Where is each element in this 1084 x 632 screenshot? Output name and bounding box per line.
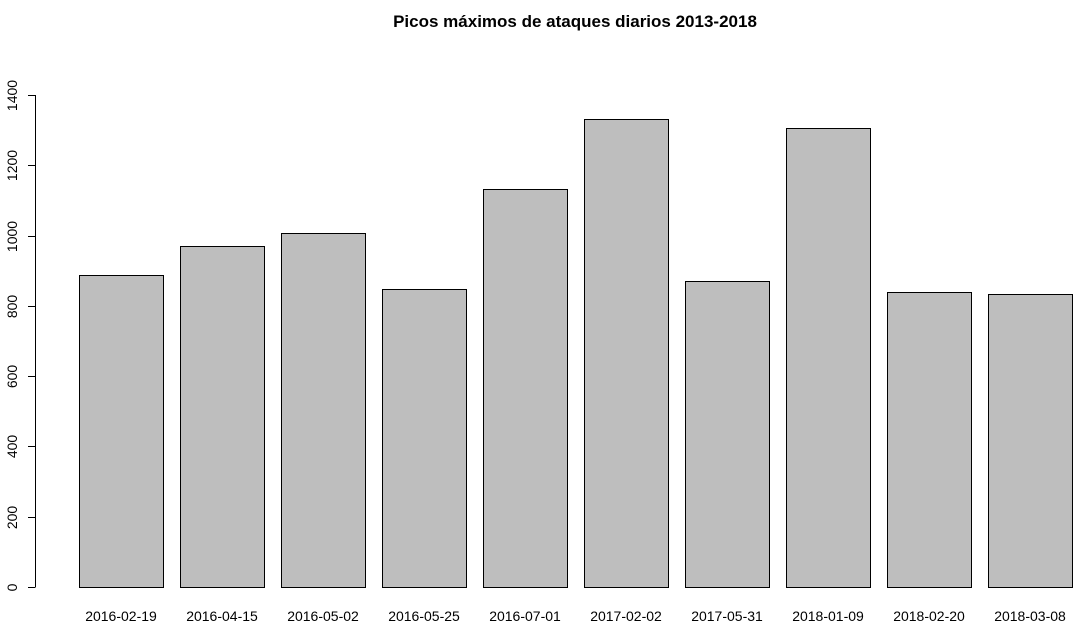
bars-group	[79, 119, 1073, 588]
x-tick-label: 2016-04-15	[186, 608, 258, 624]
x-tick-label: 2017-05-31	[691, 608, 763, 624]
bar-2016-07-01	[483, 189, 568, 588]
y-axis: 0 200 400 600 800 1000 1200 1400	[4, 80, 36, 591]
bar-2017-02-02	[584, 119, 669, 588]
x-tick-label: 2016-07-01	[489, 608, 561, 624]
bar-2018-02-20	[887, 292, 972, 588]
y-tick-label: 200	[4, 506, 20, 530]
y-tick-label: 1400	[4, 80, 20, 111]
bar-2016-04-15	[180, 246, 265, 588]
bar-2016-05-02	[281, 233, 366, 588]
y-tick-label: 1000	[4, 221, 20, 252]
x-axis-labels: 2016-02-19 2016-04-15 2016-05-02 2016-05-25…	[85, 608, 1066, 624]
x-tick-label: 2018-02-20	[893, 608, 965, 624]
x-tick-label: 2017-02-02	[590, 608, 662, 624]
bar-2018-01-09	[786, 128, 871, 588]
y-tick-label: 400	[4, 435, 20, 459]
x-tick-label: 2016-05-25	[388, 608, 460, 624]
bar-2016-05-25	[382, 289, 467, 588]
chart-title: Picos máximos de ataques diarios 2013-20…	[393, 12, 757, 31]
y-tick-label: 1200	[4, 150, 20, 181]
bar-2017-05-31	[685, 281, 770, 588]
x-tick-label: 2018-03-08	[994, 608, 1066, 624]
bar-2016-02-19	[79, 275, 164, 588]
x-tick-label: 2016-05-02	[287, 608, 359, 624]
x-tick-label: 2016-02-19	[85, 608, 157, 624]
x-tick-label: 2018-01-09	[792, 608, 864, 624]
bar-2018-03-08	[988, 294, 1073, 588]
y-tick-label: 600	[4, 365, 20, 389]
y-tick-label: 800	[4, 295, 20, 319]
y-tick-label: 0	[4, 583, 20, 591]
